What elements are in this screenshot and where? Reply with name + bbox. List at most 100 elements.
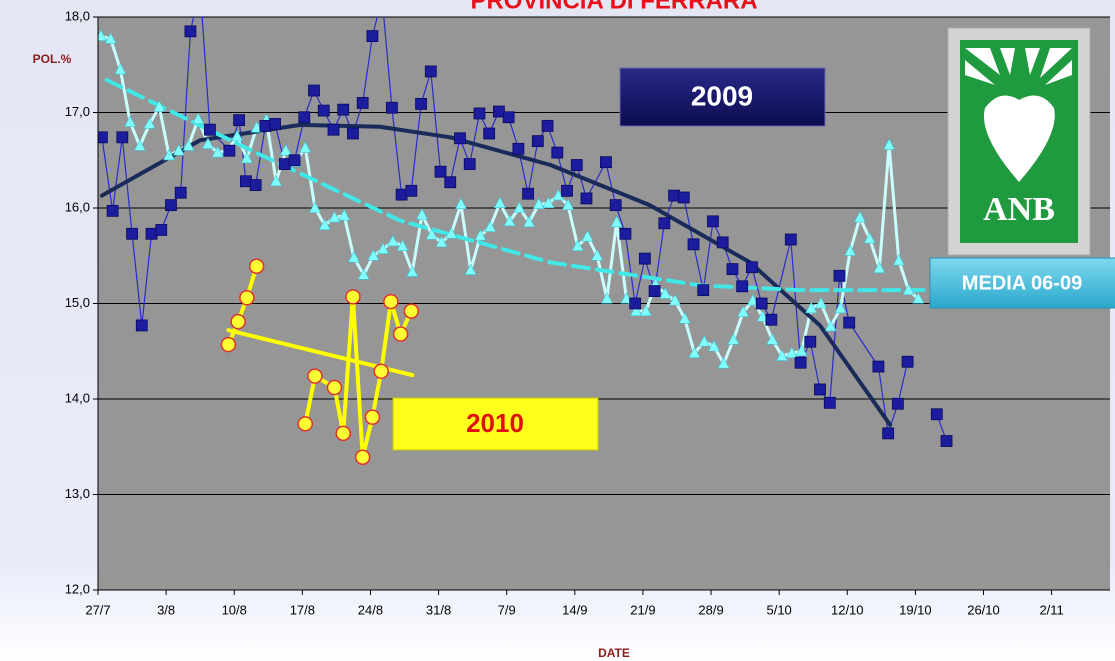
marker xyxy=(297,416,314,432)
marker xyxy=(930,408,943,421)
label-box xyxy=(929,257,1115,309)
marker xyxy=(298,111,311,124)
marker xyxy=(484,220,497,232)
logo: ANB xyxy=(947,27,1091,256)
marker xyxy=(571,239,584,251)
marker xyxy=(239,290,255,306)
marker xyxy=(630,304,643,316)
marker xyxy=(678,312,691,324)
series-label: 2010 xyxy=(466,408,524,438)
marker xyxy=(717,357,730,369)
marker xyxy=(425,228,438,240)
marker xyxy=(163,148,176,161)
marker xyxy=(600,292,613,304)
marker xyxy=(135,319,148,332)
marker xyxy=(309,201,321,213)
y-axis-label: POL.% xyxy=(33,52,72,66)
marker xyxy=(804,335,817,348)
marker xyxy=(204,123,216,136)
marker xyxy=(551,146,564,159)
marker xyxy=(794,356,807,369)
y-tick-label: 12,0 xyxy=(65,581,90,596)
x-tick-label: 26/10 xyxy=(967,602,1000,617)
marker xyxy=(688,346,701,358)
marker xyxy=(211,145,224,158)
marker xyxy=(493,196,506,209)
marker xyxy=(891,397,904,410)
marker xyxy=(523,215,536,228)
marker xyxy=(114,62,127,75)
marker xyxy=(383,293,399,310)
marker xyxy=(345,289,361,305)
marker xyxy=(522,187,534,200)
logo-text: ANB xyxy=(983,191,1055,228)
marker xyxy=(201,137,214,149)
marker xyxy=(698,335,711,347)
marker xyxy=(174,186,187,199)
marker xyxy=(883,138,896,150)
marker xyxy=(581,230,594,242)
marker xyxy=(648,285,661,297)
marker xyxy=(279,144,292,156)
marker xyxy=(784,233,797,246)
marker xyxy=(192,112,205,124)
marker xyxy=(834,301,847,314)
marker xyxy=(532,197,545,209)
marker xyxy=(326,379,343,396)
marker xyxy=(697,284,710,297)
marker xyxy=(318,218,331,230)
marker xyxy=(474,229,487,241)
marker xyxy=(406,265,419,277)
marker xyxy=(182,139,195,151)
chart-title: PROVINCIA DI FERRARA xyxy=(470,0,757,14)
marker xyxy=(184,25,197,38)
marker xyxy=(327,123,340,136)
marker xyxy=(98,131,108,144)
marker xyxy=(639,304,652,316)
marker xyxy=(396,239,409,251)
marker xyxy=(726,263,739,276)
marker xyxy=(940,435,953,447)
marker xyxy=(337,103,350,116)
marker xyxy=(392,326,409,342)
x-tick-label: 21/9 xyxy=(630,602,655,617)
marker xyxy=(328,210,341,223)
x-tick-label: 10/8 xyxy=(222,602,247,617)
marker xyxy=(853,210,866,223)
marker xyxy=(513,201,526,213)
marker xyxy=(424,65,437,78)
marker xyxy=(220,336,237,353)
marker xyxy=(233,114,245,127)
marker xyxy=(629,297,642,310)
marker xyxy=(133,139,146,151)
marker xyxy=(386,234,399,247)
series-label: 2009 xyxy=(691,80,753,111)
marker xyxy=(562,198,574,210)
marker xyxy=(231,129,244,142)
x-tick-label: 7/9 xyxy=(498,602,516,617)
marker xyxy=(503,214,516,227)
marker xyxy=(570,159,583,171)
marker xyxy=(165,199,177,212)
marker xyxy=(892,253,905,266)
marker xyxy=(367,249,380,261)
x-tick-label: 27/7 xyxy=(85,602,110,617)
logo-beet xyxy=(983,95,1055,182)
marker xyxy=(347,127,359,140)
label-box xyxy=(392,397,599,451)
marker xyxy=(335,425,351,442)
marker xyxy=(116,131,129,144)
marker xyxy=(512,142,525,155)
marker xyxy=(815,296,827,309)
y-tick-label: 17,0 xyxy=(65,104,90,119)
marker xyxy=(155,224,168,236)
marker xyxy=(737,305,750,317)
marker xyxy=(707,215,719,228)
marker xyxy=(785,346,798,358)
marker xyxy=(240,151,253,164)
y-tick-label: 13,0 xyxy=(65,486,90,501)
series-label: MEDIA 06-09 xyxy=(962,272,1082,294)
marker xyxy=(143,117,156,129)
